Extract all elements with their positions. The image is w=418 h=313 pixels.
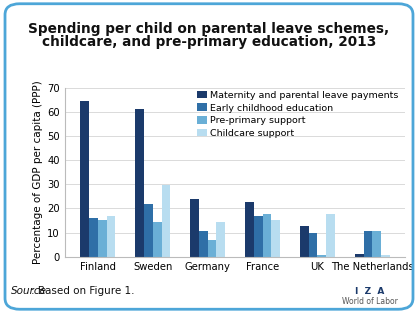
Bar — [355, 254, 364, 257]
Text: : Based on Figure 1.: : Based on Figure 1. — [31, 286, 134, 296]
Bar — [271, 220, 280, 257]
Text: World of Labor: World of Labor — [342, 297, 398, 306]
Bar — [161, 185, 170, 257]
Bar — [208, 240, 217, 257]
Bar — [135, 109, 144, 257]
Bar — [263, 214, 271, 257]
Bar — [318, 255, 326, 257]
Bar — [153, 222, 161, 257]
Bar — [98, 220, 107, 257]
Bar — [381, 255, 390, 257]
Legend: Maternity and parental leave payments, Early childhood education, Pre-primary su: Maternity and parental leave payments, E… — [195, 89, 401, 140]
Text: Spending per child on parental leave schemes,: Spending per child on parental leave sch… — [28, 22, 390, 36]
Bar — [300, 227, 309, 257]
Bar — [254, 216, 263, 257]
Bar — [245, 202, 254, 257]
Y-axis label: Percentage of GDP per capita (PPP): Percentage of GDP per capita (PPP) — [33, 80, 43, 264]
Bar — [89, 218, 98, 257]
Bar — [309, 233, 318, 257]
Bar — [372, 231, 381, 257]
Bar — [217, 222, 225, 257]
Text: childcare, and pre-primary education, 2013: childcare, and pre-primary education, 20… — [42, 34, 376, 49]
Bar — [144, 203, 153, 257]
Bar — [107, 216, 115, 257]
Bar — [199, 231, 208, 257]
Bar — [80, 101, 89, 257]
Text: I  Z  A: I Z A — [355, 287, 385, 296]
Bar — [326, 214, 335, 257]
Text: Source: Source — [10, 286, 46, 296]
Bar — [364, 231, 372, 257]
Bar — [190, 199, 199, 257]
